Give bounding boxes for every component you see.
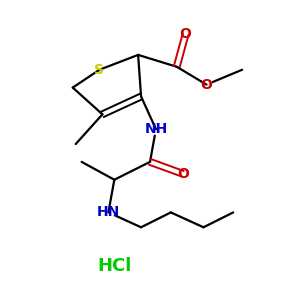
Text: O: O xyxy=(177,167,189,181)
Text: HN: HN xyxy=(97,206,120,219)
Text: O: O xyxy=(180,27,192,41)
Text: NH: NH xyxy=(144,122,168,136)
Text: S: S xyxy=(94,63,104,77)
Text: HCl: HCl xyxy=(97,257,131,275)
Text: O: O xyxy=(200,78,212,92)
